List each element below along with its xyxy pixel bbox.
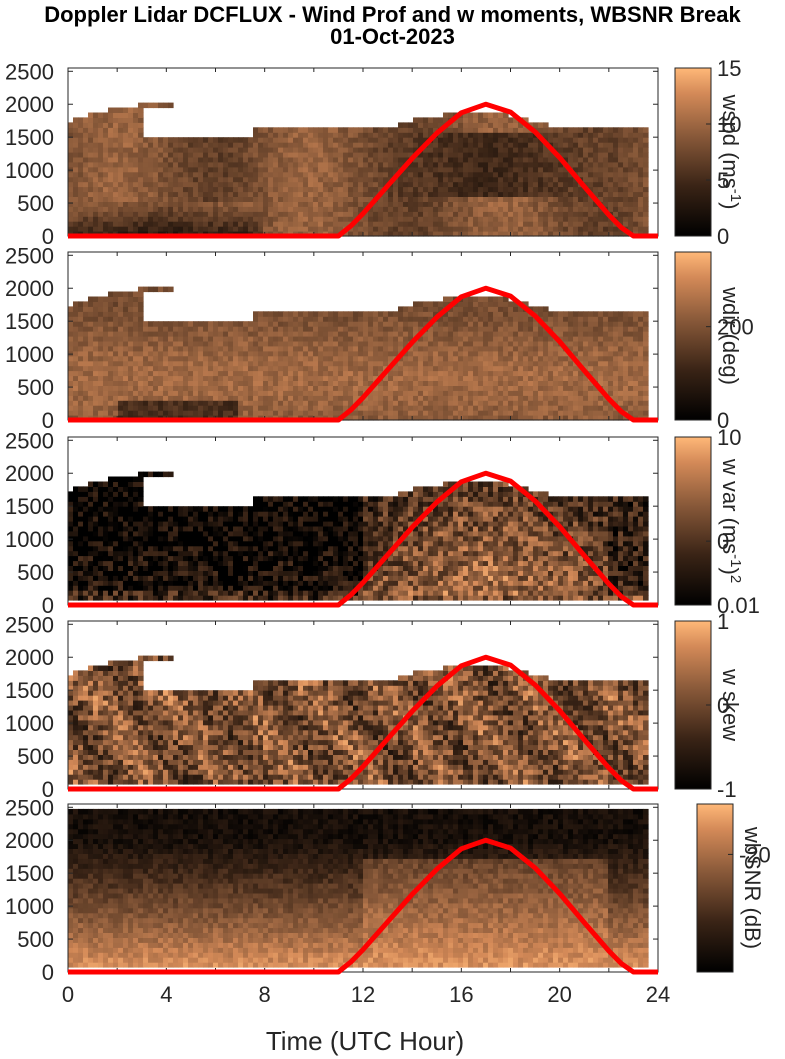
x-tick-label: 20 [547, 982, 571, 1007]
colorbar-label: w var (ms-1)2 [718, 458, 744, 583]
y-tick-label: 0 [42, 593, 54, 618]
y-tick-label: 2500 [5, 612, 54, 637]
panel-3: 0 500 1000 1500 2000 2500 0.01 0 10 w var (ms-1)2 [5, 425, 760, 618]
heatmap-cells [68, 102, 649, 237]
sun-curve-line [68, 837, 658, 975]
y-tick-label: 2000 [5, 92, 54, 117]
colorbar: 0 5 10 15 wspd (ms-1) [674, 56, 744, 249]
colorbar-tick-label: 15 [717, 56, 741, 81]
colorbar-tick-label: 0 [717, 408, 729, 433]
colorbar-tick-label: 10 [717, 425, 741, 450]
colorbar-tick-label: 10 [717, 112, 741, 137]
y-tick-label: 2000 [5, 276, 54, 301]
colorbar-tick-label: 0.01 [717, 593, 760, 618]
x-tick-label: 4 [160, 982, 172, 1007]
colorbar-tick-label: 200 [717, 315, 754, 340]
y-tick-label: 500 [17, 191, 54, 216]
heatmap-cells [68, 655, 649, 785]
colorbar-tick-label: -20 [739, 842, 771, 867]
panel-1: 0 500 1000 1500 2000 2500 0 5 10 15 wspd (ms-1) [5, 56, 744, 249]
colorbar-label: wspd (ms-1) [718, 94, 744, 210]
y-tick-label: 0 [42, 408, 54, 433]
sun-curve-line [68, 285, 658, 423]
y-tick-label: 2000 [5, 461, 54, 486]
chart-title: Doppler Lidar DCFLUX - Wind Prof and w m… [44, 2, 741, 27]
y-tick-label: 0 [42, 777, 54, 802]
y-tick-label: 2500 [5, 428, 54, 453]
colorbar-tick-label: 1 [717, 609, 729, 634]
y-tick-label: 500 [17, 560, 54, 585]
y-tick-label: 2500 [5, 243, 54, 268]
y-tick-label: 1000 [5, 711, 54, 736]
y-tick-label: 1500 [5, 678, 54, 703]
y-tick-label: 2000 [5, 828, 54, 853]
sun-curve-line [68, 470, 658, 608]
y-tick-label: 2000 [5, 645, 54, 670]
x-tick-label: 8 [259, 982, 271, 1007]
y-tick-label: 1000 [5, 894, 54, 919]
y-tick-label: 2500 [5, 59, 54, 84]
colorbar: -1 0 1 w skew [674, 609, 743, 802]
colorbar-tick-label: 0 [717, 529, 729, 554]
x-axis-label: Time (UTC Hour) [266, 1026, 464, 1056]
y-tick-label: 1500 [5, 309, 54, 334]
heatmap-cells [68, 286, 649, 421]
panel-4: 0 500 1000 1500 2000 2500 -1 0 1 w skew [5, 609, 743, 802]
colorbar-label: wdir (deg) [718, 286, 743, 385]
panel-5: 0 500 1000 1500 2000 2500 0 4 8 12 16 20 24 -20wbSNR … [5, 795, 771, 1007]
y-tick-label: 2500 [5, 795, 54, 820]
y-tick-label: 1000 [5, 342, 54, 367]
heatmap-cells [68, 471, 649, 601]
y-tick-label: 0 [42, 224, 54, 249]
y-tick-label: 500 [17, 927, 54, 952]
x-tick-label: 16 [449, 982, 473, 1007]
chart-subtitle-date: 01-Oct-2023 [330, 24, 455, 49]
y-tick-label: 1000 [5, 158, 54, 183]
y-tick-label: 1500 [5, 494, 54, 519]
colorbar-tick-label: 0 [717, 693, 729, 718]
x-tick-label: 0 [62, 982, 74, 1007]
colorbar-label: wbSNR (dB) [740, 826, 765, 949]
y-tick-label: 500 [17, 375, 54, 400]
y-tick-label: 500 [17, 744, 54, 769]
x-tick-label: 12 [351, 982, 375, 1007]
colorbar-tick-label: 5 [717, 168, 729, 193]
y-tick-label: 1500 [5, 861, 54, 886]
colorbar-label: w skew [718, 668, 743, 741]
y-tick-label: 1500 [5, 125, 54, 150]
sun-curve-line [68, 654, 658, 792]
colorbar: 0.01 0 10 w var (ms-1)2 [674, 425, 760, 618]
colorbar-tick-label: 0 [717, 224, 729, 249]
sun-curve-line [68, 101, 658, 239]
colorbar-tick-label: -1 [717, 777, 737, 802]
y-tick-label: 0 [42, 960, 54, 985]
heatmap-cells [68, 808, 649, 968]
y-tick-label: 1000 [5, 527, 54, 552]
x-tick-label: 24 [646, 982, 670, 1007]
